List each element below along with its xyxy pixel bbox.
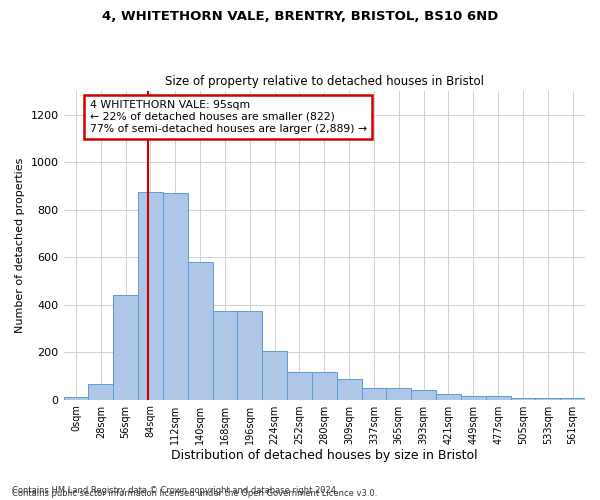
Bar [138,192,163,400]
Bar [511,398,535,400]
Title: Size of property relative to detached houses in Bristol: Size of property relative to detached ho… [165,76,484,88]
Bar [312,372,337,400]
Bar [436,394,461,400]
Bar [535,398,560,400]
Text: 4 WHITETHORN VALE: 95sqm
← 22% of detached houses are smaller (822)
77% of semi-: 4 WHITETHORN VALE: 95sqm ← 22% of detach… [89,100,367,134]
Bar [461,396,485,400]
Bar [411,390,436,400]
Y-axis label: Number of detached properties: Number of detached properties [15,158,25,333]
Bar [212,310,238,400]
Bar [113,295,138,400]
Bar [386,388,411,400]
Bar [88,384,113,400]
Bar [188,262,212,400]
X-axis label: Distribution of detached houses by size in Bristol: Distribution of detached houses by size … [171,450,478,462]
Text: Contains HM Land Registry data © Crown copyright and database right 2024.: Contains HM Land Registry data © Crown c… [12,486,338,495]
Bar [238,310,262,400]
Text: Contains public sector information licensed under the Open Government Licence v3: Contains public sector information licen… [12,488,377,498]
Bar [337,380,362,400]
Bar [485,396,511,400]
Bar [262,351,287,400]
Bar [287,372,312,400]
Bar [64,396,88,400]
Text: 4, WHITETHORN VALE, BRENTRY, BRISTOL, BS10 6ND: 4, WHITETHORN VALE, BRENTRY, BRISTOL, BS… [102,10,498,23]
Bar [560,398,585,400]
Bar [362,388,386,400]
Bar [163,193,188,400]
